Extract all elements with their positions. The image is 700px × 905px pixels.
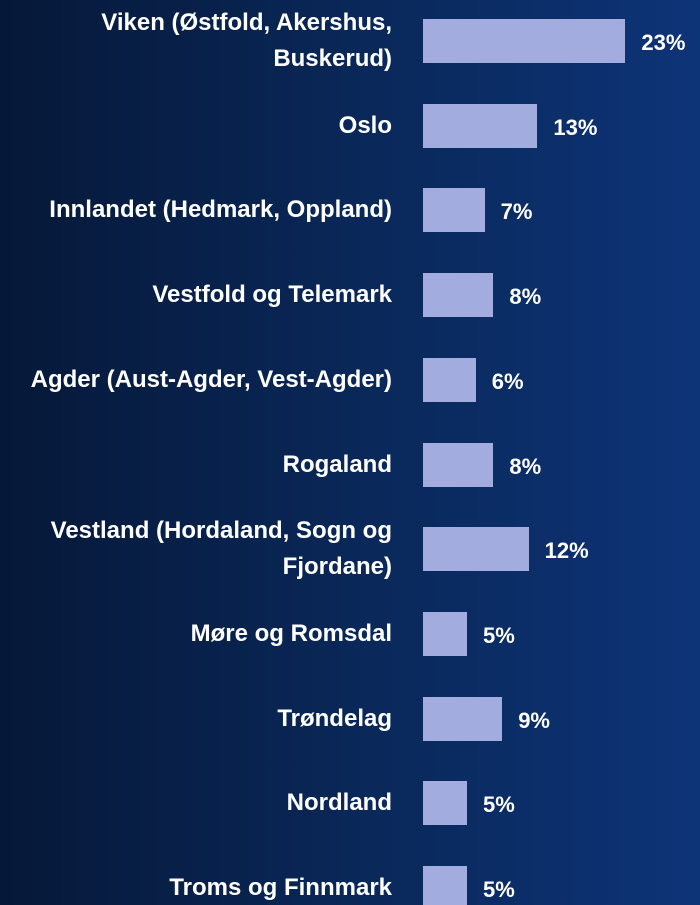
value-label: 5% [483,877,515,902]
category-label: Vestland (Hordaland, Sogn og Fjordane) [50,517,392,581]
category-label: Vestfold og Telemark [152,281,392,309]
value-label: 8% [509,284,542,310]
bar [423,357,476,402]
value-label: 5% [483,792,515,818]
bar [423,19,626,63]
bar [423,781,467,826]
value-label: 13% [553,114,598,140]
value-label: 6% [491,368,524,394]
category-label: Rogaland [282,450,392,478]
value-label: 7% [500,199,533,225]
bar [423,696,503,741]
category-label: Viken (Østfold, Akershus, Buskerud) [101,9,392,72]
category-label: Trøndelag [277,704,392,732]
value-label: 12% [544,538,589,564]
bar [423,611,467,656]
bar [423,103,538,148]
category-label: Troms og Finnmark [169,874,392,901]
category-label: Møre og Romsdal [190,619,392,647]
value-label: 8% [509,453,542,479]
bar [423,188,485,233]
category-label: Oslo [338,111,392,139]
category-label: Agder (Aust-Agder, Vest-Agder) [30,365,392,393]
value-label: 23% [641,30,686,55]
bar [423,866,467,905]
bar [423,442,494,487]
bar [423,527,529,572]
category-label: Innlandet (Hedmark, Oppland) [49,196,392,224]
value-label: 5% [483,622,515,648]
value-label: 9% [518,707,550,733]
bar [423,273,494,318]
category-label: Nordland [286,789,392,817]
